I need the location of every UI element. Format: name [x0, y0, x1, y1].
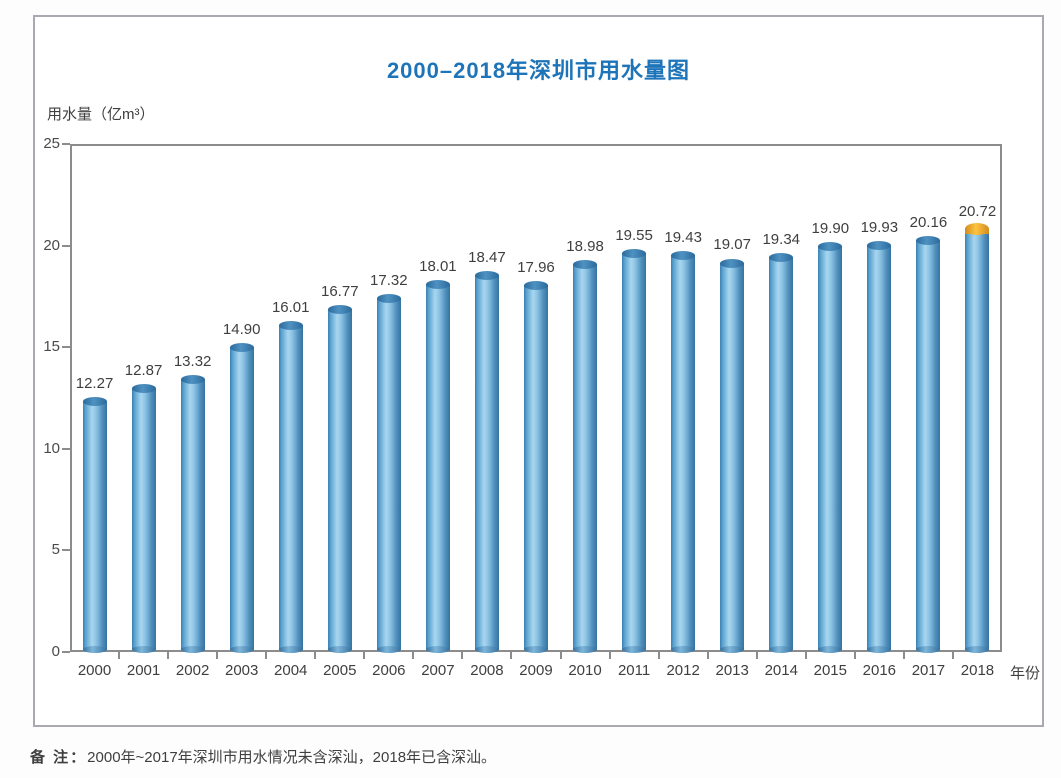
bar-2018 — [965, 222, 990, 654]
x-tick-mark — [657, 652, 660, 659]
bar-value-label: 19.43 — [664, 229, 702, 247]
bar-2002 — [180, 375, 205, 653]
x-tick-label: 2002 — [175, 662, 210, 679]
x-tick-label: 2009 — [519, 662, 553, 679]
y-tick-mark — [62, 346, 70, 349]
x-tick-label: 2011 — [617, 662, 651, 679]
bar-2003 — [229, 343, 254, 653]
y-tick-mark — [62, 244, 70, 247]
x-tick-mark — [951, 652, 954, 659]
y-tick-label: 10 — [43, 439, 60, 457]
y-tick-label: 5 — [51, 541, 60, 559]
bar-2013 — [720, 258, 745, 653]
bar-value-label: 19.93 — [860, 219, 899, 237]
x-tick-mark — [804, 652, 807, 659]
bar-2001 — [131, 384, 156, 653]
y-tick-label: 0 — [51, 643, 60, 660]
x-tick-label: 2005 — [323, 662, 357, 679]
bar-2000 — [82, 396, 107, 654]
bar-2009 — [524, 281, 548, 653]
x-tick-label: 2018 — [960, 662, 995, 679]
x-tick-label: 2000 — [77, 662, 112, 679]
y-axis-title: 用水量（亿m³） — [47, 106, 155, 123]
bar-value-label: 17.96 — [517, 259, 555, 277]
x-tick-mark — [412, 652, 415, 659]
chart-card: 2000–2018年深圳市用水量图 用水量（亿m³） 0 5 10 15 20 25 200… — [33, 15, 1044, 727]
plot-area: 0 5 10 15 20 25 2000 2001 2002 2003 2004 2005 2006 20… — [43, 135, 1040, 682]
bar-value-label: 20.72 — [958, 202, 997, 220]
bar-value-label: 14.90 — [222, 321, 261, 339]
y-tick-mark — [62, 549, 70, 552]
bar-2014 — [769, 253, 794, 653]
x-tick-label: 2014 — [764, 662, 798, 679]
bar-value-label: 18.98 — [566, 238, 604, 256]
x-tick-mark — [510, 652, 513, 659]
x-tick-mark — [314, 652, 317, 659]
bar-value-label: 18.47 — [468, 248, 506, 266]
x-tick-label: 2004 — [274, 662, 308, 679]
footnote-text: 2000年~2017年深圳市用水情况未含深汕，2018年已含深汕。 — [87, 749, 497, 766]
y-tick-mark — [62, 651, 70, 653]
bar-2012 — [671, 251, 696, 653]
x-tick-label: 2017 — [911, 662, 946, 679]
x-tick-label: 2010 — [568, 662, 602, 679]
x-tick-mark — [167, 652, 170, 659]
bar-2016 — [867, 241, 892, 653]
x-tick-mark — [118, 652, 121, 659]
x-tick-label: 2003 — [224, 662, 259, 679]
bar-value-label: 13.32 — [173, 353, 212, 371]
bar-value-label: 19.34 — [762, 231, 801, 248]
bar-2015 — [818, 241, 843, 654]
x-tick-mark — [363, 652, 366, 659]
y-tick-label: 15 — [43, 338, 60, 356]
x-tick-mark — [902, 652, 905, 659]
y-tick-label: 20 — [43, 236, 60, 254]
x-tick-mark — [461, 652, 464, 659]
x-tick-mark — [853, 652, 856, 659]
bar-value-label: 12.87 — [124, 362, 163, 380]
bar-2010 — [573, 260, 598, 653]
x-tick-label: 2015 — [813, 662, 847, 679]
x-tick-mark — [608, 652, 611, 659]
y-tick-label: 25 — [43, 135, 60, 152]
bar-value-label: 19.07 — [713, 236, 751, 254]
x-tick-label: 2008 — [470, 662, 504, 679]
bar-value-label: 16.01 — [271, 298, 310, 316]
chart-title: 2000–2018年深圳市用水量图 — [386, 58, 691, 83]
x-tick-label: 2012 — [666, 662, 700, 679]
x-tick-mark — [755, 652, 758, 659]
bar-2017 — [916, 236, 941, 653]
bar-value-label: 12.27 — [75, 374, 114, 392]
footnote-label: 备 注： — [30, 749, 88, 766]
bar-value-label: 20.16 — [909, 214, 948, 232]
bar-value-label: 16.77 — [321, 283, 359, 301]
x-tick-label: 2016 — [862, 662, 897, 679]
bar-2007 — [425, 280, 450, 653]
bar-2008 — [474, 270, 499, 654]
bar-value-label: 17.32 — [370, 272, 408, 290]
x-axis-title: 年份 — [1010, 665, 1041, 682]
bar-2006 — [376, 294, 401, 653]
x-tick-label: 2013 — [715, 662, 749, 679]
x-tick-mark — [706, 652, 709, 659]
x-tick-mark — [216, 652, 219, 659]
x-tick-mark — [265, 652, 268, 659]
bar-value-label: 19.55 — [615, 226, 653, 244]
x-tick-mark — [559, 652, 562, 659]
bar-value-label: 18.01 — [419, 258, 457, 276]
bar-2004 — [278, 320, 303, 654]
footnote: 备 注：2000年~2017年深圳市用水情况未含深汕，2018年已含深汕。 — [30, 746, 496, 767]
highlight-cap-band — [965, 228, 990, 234]
x-tick-label: 2006 — [372, 662, 406, 679]
y-tick-mark — [62, 447, 70, 450]
bar-value-label: 19.90 — [811, 219, 850, 237]
x-tick-label: 2007 — [421, 662, 455, 679]
bar-2005 — [327, 305, 352, 653]
bar-2011 — [622, 248, 647, 654]
y-tick-mark — [62, 143, 70, 145]
x-tick-label: 2001 — [126, 662, 161, 679]
